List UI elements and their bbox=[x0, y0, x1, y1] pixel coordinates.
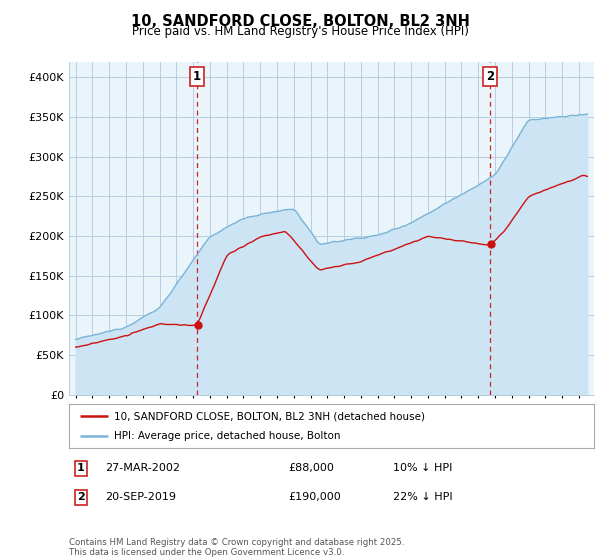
Text: 1: 1 bbox=[193, 70, 201, 83]
Text: 10, SANDFORD CLOSE, BOLTON, BL2 3NH (detached house): 10, SANDFORD CLOSE, BOLTON, BL2 3NH (det… bbox=[113, 411, 425, 421]
Text: 10% ↓ HPI: 10% ↓ HPI bbox=[393, 463, 452, 473]
Text: 22% ↓ HPI: 22% ↓ HPI bbox=[393, 492, 452, 502]
Text: HPI: Average price, detached house, Bolton: HPI: Average price, detached house, Bolt… bbox=[113, 431, 340, 441]
Text: Price paid vs. HM Land Registry's House Price Index (HPI): Price paid vs. HM Land Registry's House … bbox=[131, 25, 469, 38]
Text: 2: 2 bbox=[486, 70, 494, 83]
Text: Contains HM Land Registry data © Crown copyright and database right 2025.
This d: Contains HM Land Registry data © Crown c… bbox=[69, 538, 404, 557]
Text: £88,000: £88,000 bbox=[288, 463, 334, 473]
Text: 1: 1 bbox=[77, 463, 85, 473]
Text: 20-SEP-2019: 20-SEP-2019 bbox=[105, 492, 176, 502]
Text: £190,000: £190,000 bbox=[288, 492, 341, 502]
Text: 10, SANDFORD CLOSE, BOLTON, BL2 3NH: 10, SANDFORD CLOSE, BOLTON, BL2 3NH bbox=[131, 14, 469, 29]
Text: 27-MAR-2002: 27-MAR-2002 bbox=[105, 463, 180, 473]
Text: 2: 2 bbox=[77, 492, 85, 502]
